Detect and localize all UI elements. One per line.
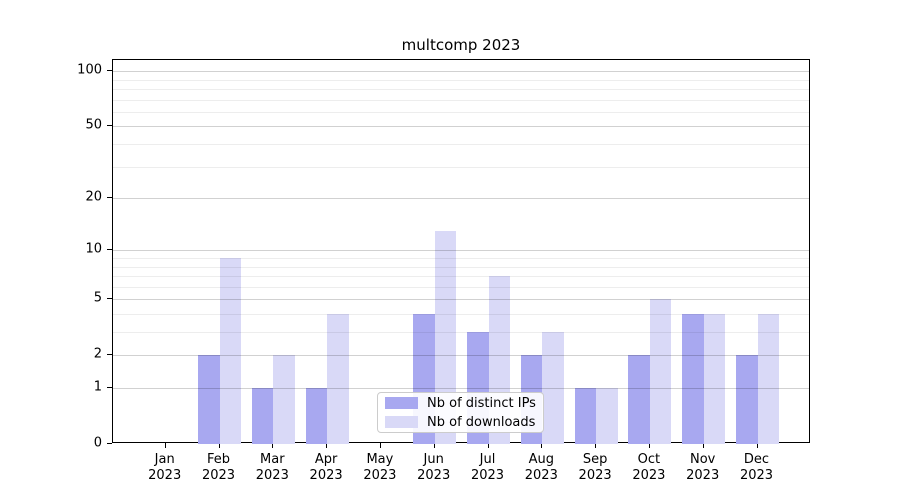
legend-label-downloads: Nb of downloads bbox=[427, 414, 536, 430]
x-tick-label: Apr 2023 bbox=[309, 452, 343, 483]
bar-nb-of-distinct-ips-mar bbox=[251, 388, 274, 444]
legend-swatch-downloads bbox=[385, 416, 418, 428]
y-tick-mark bbox=[107, 354, 112, 356]
x-tick-mark bbox=[164, 443, 166, 448]
x-tick-label: Jun 2023 bbox=[417, 452, 451, 483]
major-gridline bbox=[113, 71, 809, 73]
minor-gridline bbox=[113, 99, 809, 101]
bar-nb-of-downloads-nov bbox=[703, 313, 726, 444]
y-tick-label: 50 bbox=[85, 117, 102, 133]
bar-nb-of-downloads-dec bbox=[757, 313, 779, 444]
legend-item-distinct-ips: Nb of distinct IPs bbox=[385, 395, 536, 411]
minor-gridline bbox=[113, 258, 809, 259]
minor-gridline bbox=[113, 111, 809, 113]
minor-gridline bbox=[113, 332, 809, 334]
x-tick-label: Jul 2023 bbox=[470, 452, 505, 483]
x-tick-label: Oct 2023 bbox=[632, 452, 666, 483]
x-tick-mark bbox=[541, 443, 543, 448]
y-tick-label: 100 bbox=[77, 62, 102, 78]
minor-gridline bbox=[113, 313, 809, 315]
x-tick-mark bbox=[272, 443, 274, 448]
bar-nb-of-distinct-ips-nov bbox=[682, 313, 704, 444]
legend-label-distinct-ips: Nb of distinct IPs bbox=[427, 395, 536, 411]
bar-nb-of-downloads-feb bbox=[219, 258, 241, 444]
x-tick-mark bbox=[487, 443, 489, 448]
x-tick-label: Dec 2023 bbox=[739, 452, 774, 483]
major-gridline bbox=[113, 126, 809, 128]
y-tick-label: 20 bbox=[85, 189, 102, 205]
bar-nb-of-downloads-mar bbox=[273, 355, 295, 444]
x-tick-mark bbox=[433, 443, 435, 448]
minor-gridline bbox=[113, 286, 809, 288]
y-tick-label: 2 bbox=[93, 346, 102, 362]
minor-gridline bbox=[113, 166, 809, 168]
bar-nb-of-distinct-ips-dec bbox=[736, 355, 758, 444]
chart-title: multcomp 2023 bbox=[401, 36, 521, 54]
x-tick-mark bbox=[756, 443, 758, 448]
bar-nb-of-distinct-ips-sep bbox=[574, 388, 597, 444]
x-tick-label: Nov 2023 bbox=[686, 452, 720, 483]
x-tick-label: Sep 2023 bbox=[578, 452, 612, 483]
x-tick-mark bbox=[326, 443, 328, 448]
major-gridline bbox=[113, 355, 809, 357]
y-tick-mark bbox=[107, 387, 112, 388]
legend-swatch-distinct-ips bbox=[385, 397, 418, 409]
y-tick-label: 0 bbox=[93, 435, 102, 451]
legend: Nb of distinct IPs Nb of downloads bbox=[377, 392, 544, 433]
bar-nb-of-downloads-sep bbox=[596, 388, 618, 444]
y-tick-label: 10 bbox=[85, 241, 102, 257]
x-tick-label: Mar 2023 bbox=[255, 452, 289, 483]
y-tick-label: 5 bbox=[93, 290, 102, 306]
y-tick-mark bbox=[107, 298, 112, 300]
x-tick-label: Aug 2023 bbox=[524, 452, 558, 483]
legend-item-downloads: Nb of downloads bbox=[385, 415, 535, 430]
x-tick-mark bbox=[702, 443, 704, 448]
bar-nb-of-distinct-ips-oct bbox=[628, 355, 650, 444]
bar-nb-of-downloads-oct bbox=[649, 299, 672, 444]
y-tick-mark bbox=[107, 443, 112, 444]
major-gridline bbox=[113, 388, 809, 389]
major-gridline bbox=[113, 198, 809, 200]
x-tick-label: Feb 2023 bbox=[201, 452, 236, 483]
major-gridline bbox=[113, 250, 809, 252]
plot-area bbox=[112, 59, 810, 444]
minor-gridline bbox=[113, 266, 809, 268]
y-tick-label: 1 bbox=[93, 379, 102, 395]
bar-nb-of-distinct-ips-apr bbox=[305, 388, 328, 444]
x-tick-mark bbox=[379, 443, 381, 448]
bar-nb-of-downloads-apr bbox=[327, 313, 349, 444]
minor-gridline bbox=[113, 79, 809, 81]
bar-nb-of-downloads-aug bbox=[542, 332, 564, 444]
bar-nb-of-downloads-jun bbox=[434, 230, 457, 444]
y-tick-mark bbox=[107, 70, 112, 72]
y-tick-mark bbox=[107, 197, 112, 199]
x-tick-mark bbox=[218, 443, 220, 448]
x-tick-mark bbox=[648, 443, 650, 448]
bar-nb-of-distinct-ips-feb bbox=[198, 355, 220, 444]
x-tick-label: Jan 2023 bbox=[148, 452, 182, 483]
y-tick-mark bbox=[107, 125, 112, 127]
x-tick-label: May 2023 bbox=[363, 452, 397, 483]
x-tick-mark bbox=[595, 443, 597, 448]
minor-gridline bbox=[113, 276, 809, 278]
minor-gridline bbox=[113, 144, 809, 146]
y-tick-mark bbox=[107, 249, 112, 251]
major-gridline bbox=[113, 299, 809, 301]
minor-gridline bbox=[113, 89, 809, 91]
